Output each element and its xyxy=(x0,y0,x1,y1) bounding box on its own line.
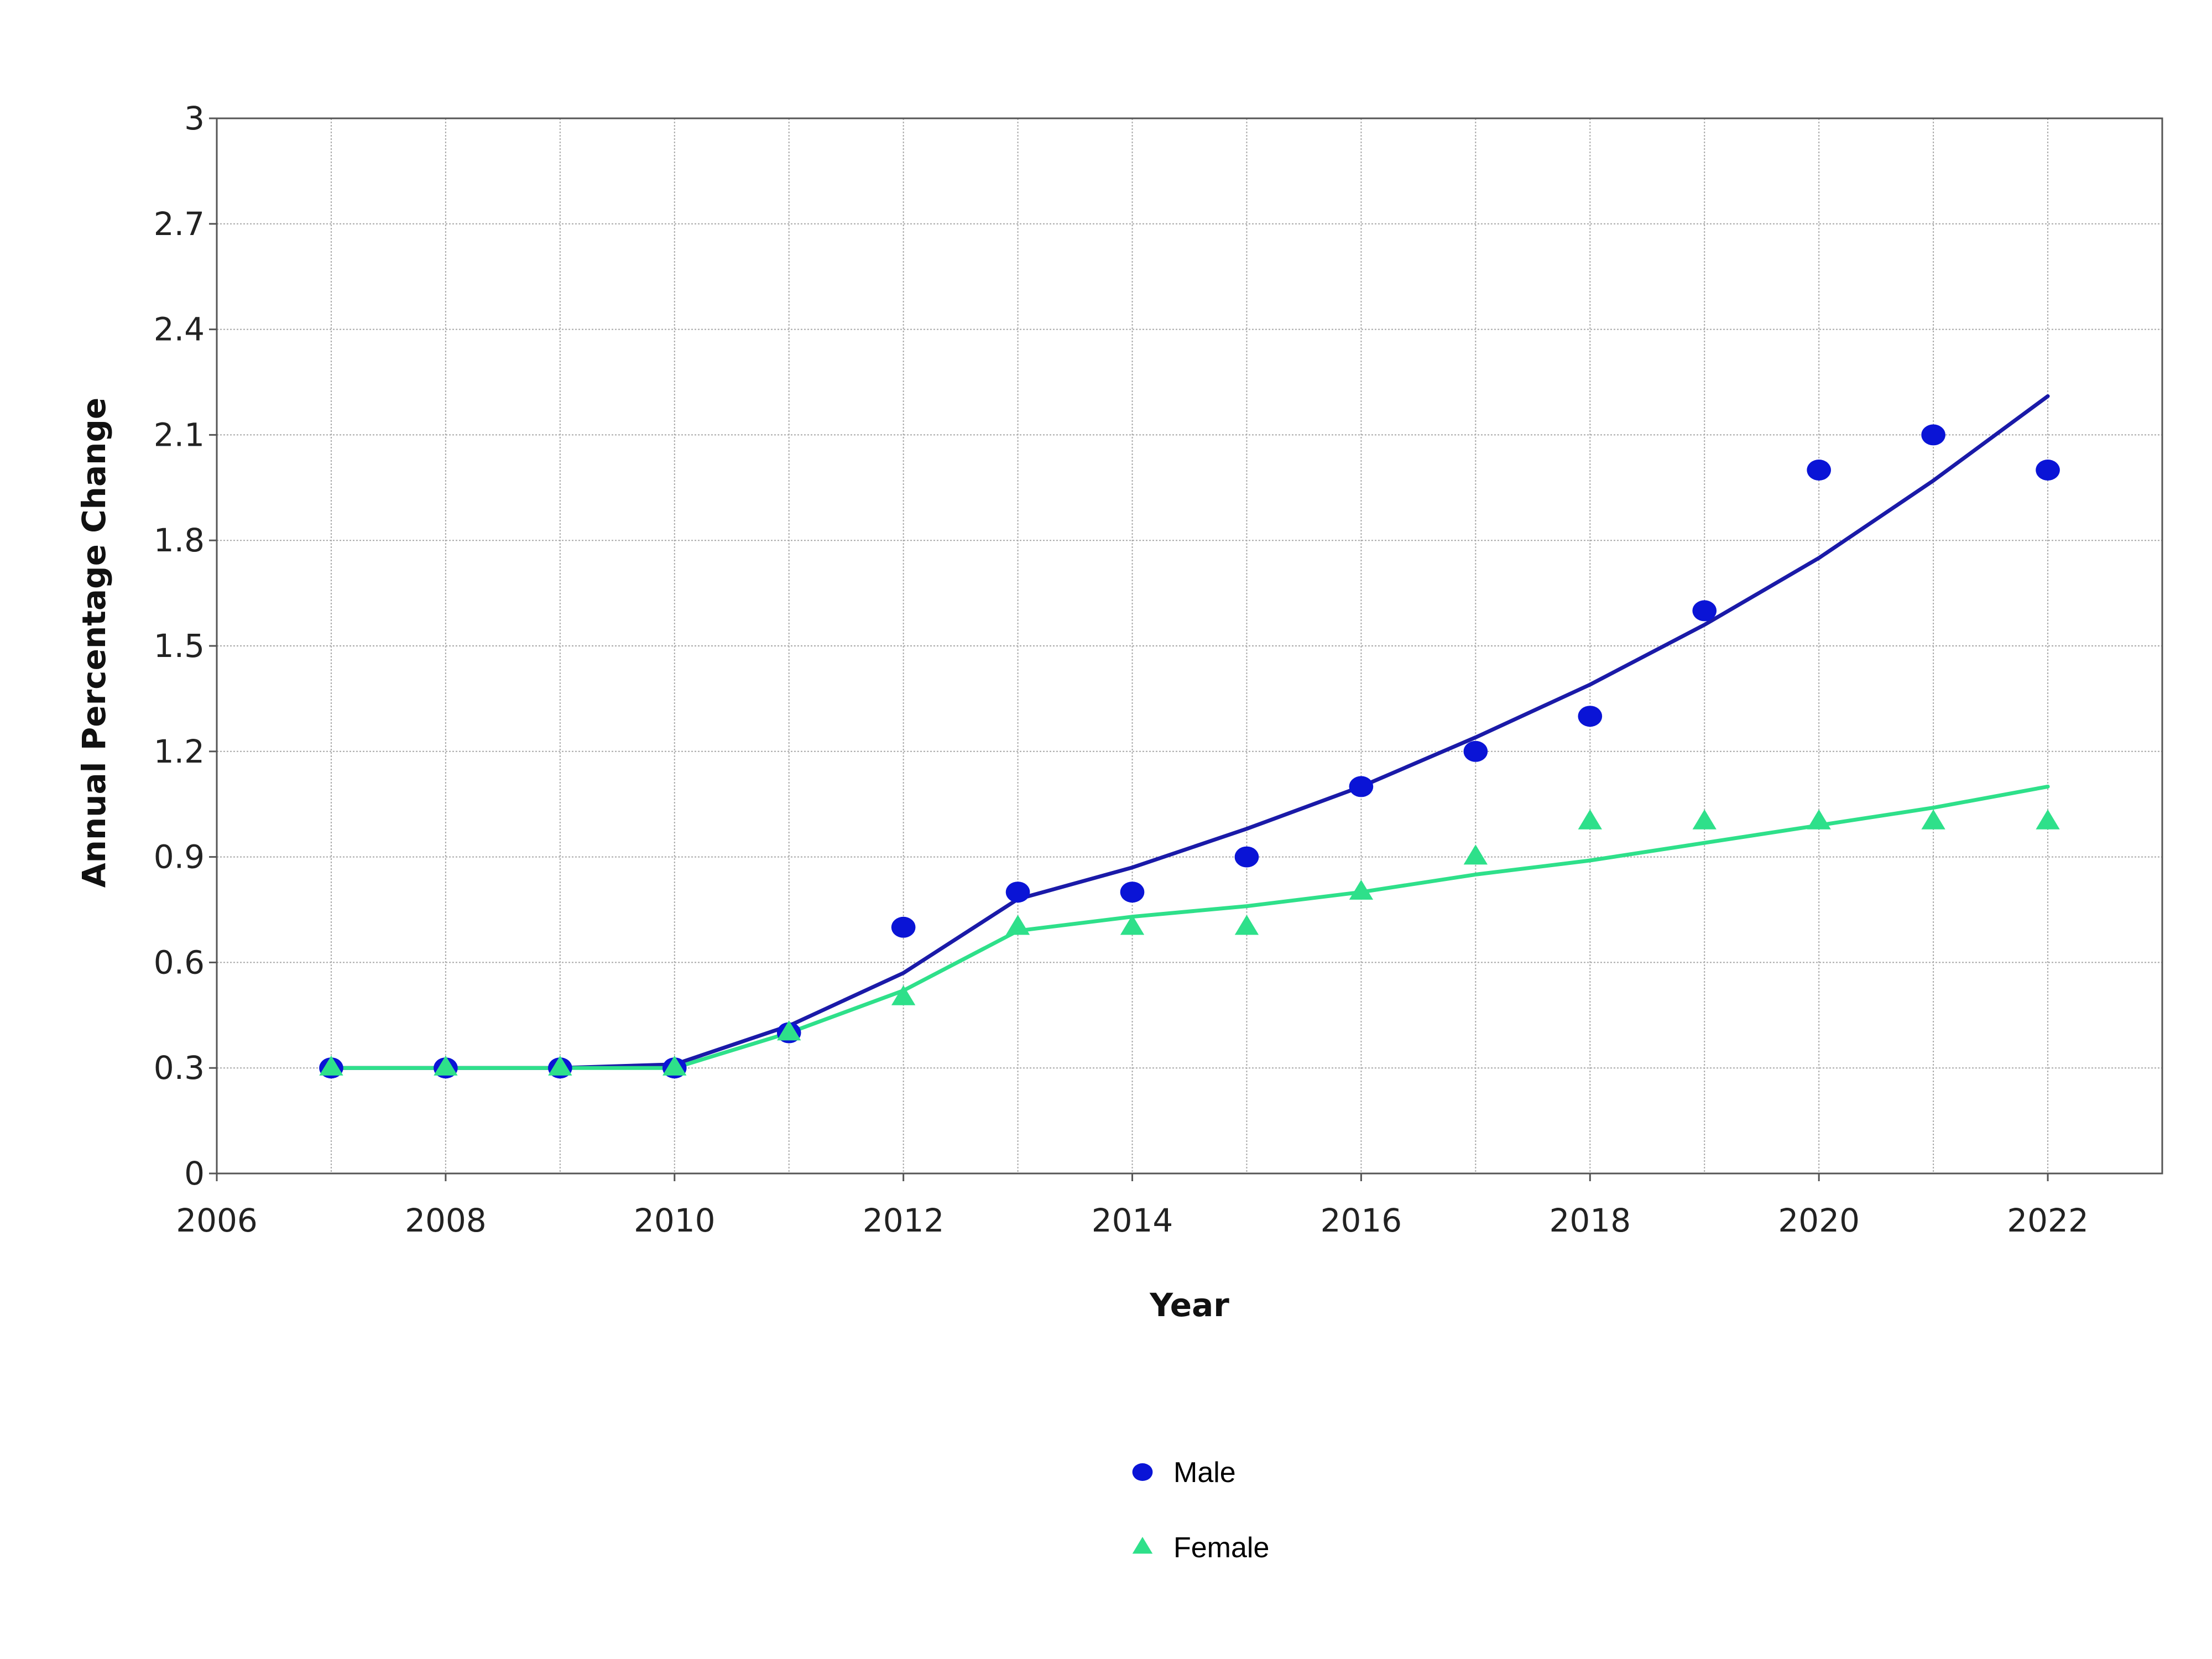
y-tick-label: 0.6 xyxy=(154,943,205,981)
y-axis-title: Annual Percentage Change xyxy=(75,398,113,888)
y-tick-label: 1.5 xyxy=(154,627,205,665)
y-tick-label: 3 xyxy=(184,100,205,137)
female-point xyxy=(319,1055,343,1076)
female-point xyxy=(1692,809,1717,830)
y-tick-label: 1.2 xyxy=(154,733,205,770)
female-point xyxy=(1120,915,1145,935)
legend-marker-female xyxy=(1132,1537,1153,1554)
y-tick-label: 2.4 xyxy=(154,311,205,348)
male-point xyxy=(1578,706,1603,727)
male-point xyxy=(1921,424,1945,446)
x-tick-label: 2016 xyxy=(1321,1202,1402,1239)
female-point xyxy=(1234,915,1259,935)
legend-marker-male xyxy=(1132,1463,1153,1481)
grid xyxy=(217,118,2162,1173)
female-point xyxy=(662,1055,687,1076)
y-tick-label: 2.7 xyxy=(154,205,205,243)
male-point xyxy=(1005,881,1030,903)
female-trend-line xyxy=(329,784,2050,1070)
x-tick-label: 2020 xyxy=(1778,1202,1860,1239)
female-point xyxy=(1578,809,1602,830)
female-point xyxy=(434,1055,458,1076)
x-tick-label: 2022 xyxy=(2007,1202,2089,1239)
x-tick-label: 2012 xyxy=(863,1202,945,1239)
male-point xyxy=(1349,776,1374,797)
y-tick-label: 1.8 xyxy=(154,521,205,559)
legend: Male Female xyxy=(1132,1457,1269,1564)
x-tick-label: 2014 xyxy=(1092,1202,1173,1239)
series-female-points xyxy=(319,809,2060,1076)
y-tick-label: 0.3 xyxy=(154,1049,205,1087)
plot-area xyxy=(319,394,2060,1079)
y-tick-label: 2.1 xyxy=(154,416,205,453)
female-point xyxy=(1005,915,1030,935)
x-tick-label: 2018 xyxy=(1549,1202,1631,1239)
legend-label-female: Female xyxy=(1173,1532,1269,1564)
x-axis-title: Year xyxy=(1149,1286,1229,1324)
female-point xyxy=(1463,844,1488,865)
female-point xyxy=(1349,879,1374,900)
legend-item-male: Male xyxy=(1132,1457,1236,1489)
female-point xyxy=(891,985,916,1005)
female-point xyxy=(777,1020,801,1041)
axes: 2006 2008 2010 2012 2014 2016 2018 2020 2022 0 0.3… xyxy=(154,100,2163,1239)
female-point xyxy=(548,1055,572,1076)
male-point xyxy=(1463,740,1488,762)
male-point xyxy=(891,916,916,938)
male-point xyxy=(1120,881,1145,903)
male-point xyxy=(2036,460,2060,481)
series-female xyxy=(329,784,2050,1070)
x-tick-label: 2008 xyxy=(405,1202,487,1239)
female-point xyxy=(2036,809,2060,830)
female-point xyxy=(1807,809,1831,830)
legend-label-male: Male xyxy=(1173,1457,1236,1489)
male-point xyxy=(1692,600,1717,622)
series-male-points xyxy=(319,424,2060,1079)
x-tick-label: 2010 xyxy=(634,1202,716,1239)
male-point xyxy=(1807,460,1832,481)
legend-item-female: Female xyxy=(1132,1532,1269,1564)
male-point xyxy=(1234,846,1259,868)
female-point xyxy=(1921,809,1945,830)
y-tick-label: 0 xyxy=(184,1155,205,1192)
x-tick-label: 2006 xyxy=(176,1202,258,1239)
y-tick-label: 0.9 xyxy=(154,838,205,876)
